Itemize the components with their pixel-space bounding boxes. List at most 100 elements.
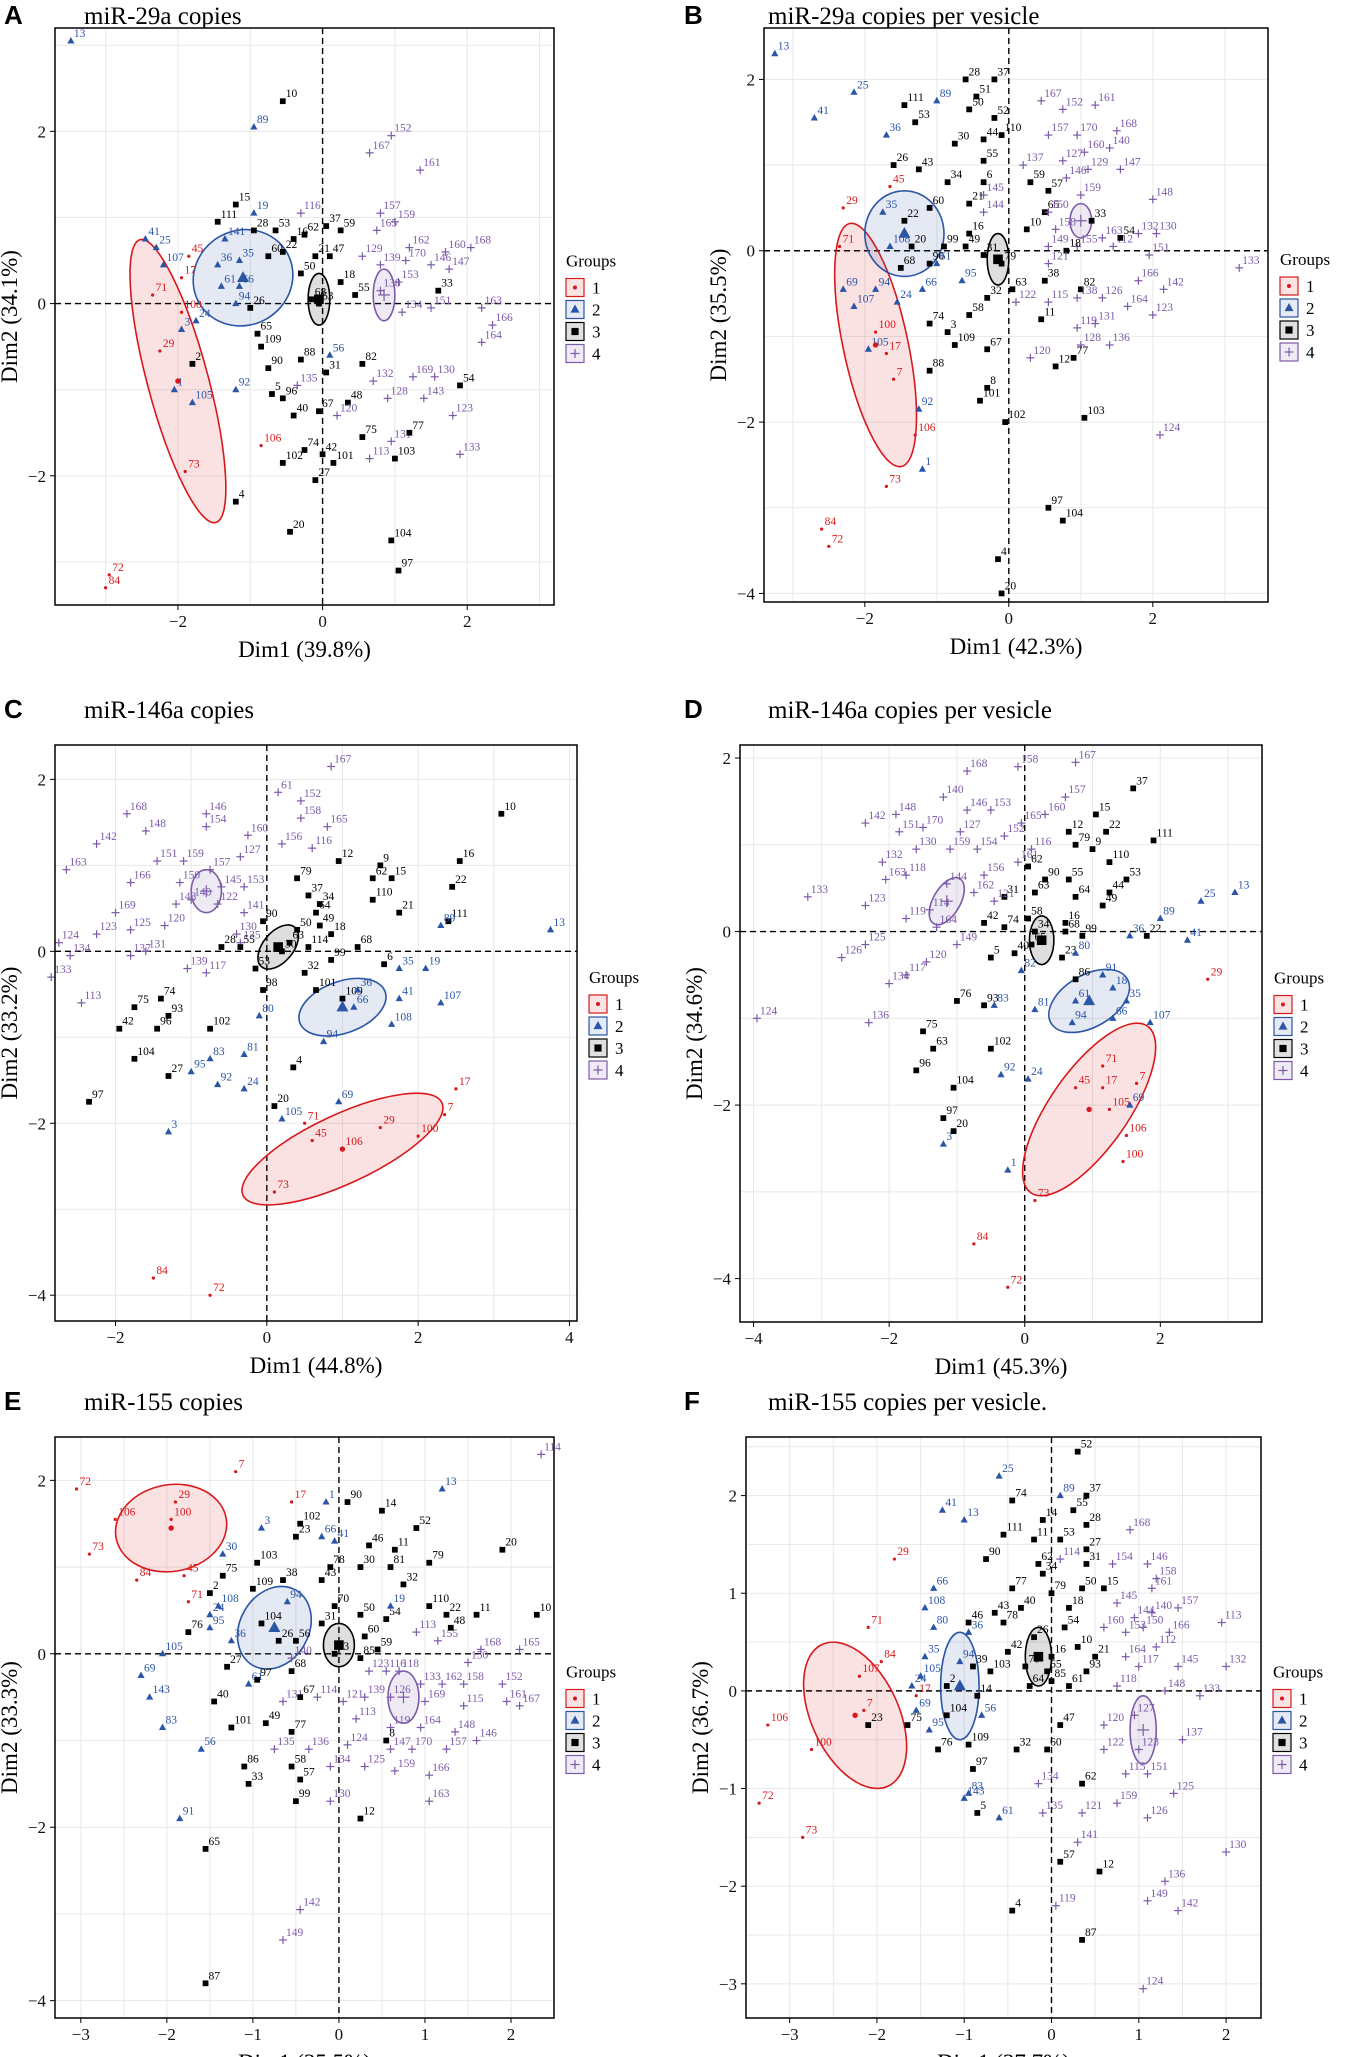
point-group3 xyxy=(275,1637,282,1644)
point-group2 xyxy=(318,1532,326,1540)
point-group3 xyxy=(313,909,319,916)
point-label: 150 xyxy=(471,1649,489,1661)
point-group4 xyxy=(570,349,580,358)
point-label: 18 xyxy=(334,921,346,933)
point-label: 54 xyxy=(1123,225,1135,237)
point-group4 xyxy=(1126,1525,1135,1534)
point-label: 26 xyxy=(897,152,909,164)
point-group3 xyxy=(993,254,1003,265)
point-group2 xyxy=(214,1602,223,1609)
point-label: 136 xyxy=(872,1010,890,1022)
point-group3 xyxy=(571,327,579,336)
point-group4 xyxy=(376,209,385,218)
point-label: 34 xyxy=(323,891,335,903)
point-group4 xyxy=(891,810,900,819)
point-group3 xyxy=(457,382,463,389)
point-label: 3 xyxy=(946,1131,952,1143)
point-group3 xyxy=(1045,187,1052,194)
point-label: 144 xyxy=(1137,1605,1155,1617)
point-group3 xyxy=(279,395,286,402)
point-group1 xyxy=(378,1125,382,1130)
point-label: 161 xyxy=(423,157,441,169)
point-group3 xyxy=(334,1640,344,1650)
point-group2 xyxy=(176,1814,184,1822)
point-group4 xyxy=(963,806,972,815)
point-group4 xyxy=(1121,1628,1130,1637)
point-group3 xyxy=(331,1603,338,1609)
point-group4 xyxy=(1139,1984,1148,1993)
point-label: 36 xyxy=(361,977,373,989)
point-group1 xyxy=(841,206,845,210)
point-group2 xyxy=(146,1693,154,1700)
point-group3 xyxy=(1059,954,1065,961)
point-label: 13 xyxy=(1238,880,1250,892)
point-group4 xyxy=(1123,302,1132,311)
point-label: 133 xyxy=(1203,1683,1221,1695)
point-group3 xyxy=(1150,837,1157,844)
y-axis-label: Dim2 (33.2%) xyxy=(0,967,22,1100)
legend-label: 3 xyxy=(1306,321,1315,340)
point-group4 xyxy=(1044,298,1053,307)
point-label: 24 xyxy=(247,1076,259,1088)
point-group4 xyxy=(1027,845,1036,854)
x-tick-label: 2 xyxy=(1222,2025,1231,2044)
point-group3 xyxy=(254,330,261,337)
legend-title: Groups xyxy=(1274,969,1324,988)
point-group3 xyxy=(890,162,897,168)
point-label: 2 xyxy=(950,1673,956,1685)
point-label: 10 xyxy=(504,801,516,813)
point-group4 xyxy=(1013,858,1022,867)
point-label: 116 xyxy=(304,200,321,212)
point-group2 xyxy=(956,1657,964,1665)
point-label: 130 xyxy=(240,921,258,933)
point-group1 xyxy=(310,1138,314,1143)
y-tick-label: −4 xyxy=(28,1992,47,2011)
point-label: 97 xyxy=(1051,495,1063,507)
point-group4 xyxy=(1134,276,1143,285)
point-label: 166 xyxy=(496,312,514,324)
point-group3 xyxy=(344,1499,351,1505)
point-group4 xyxy=(92,930,101,939)
point-group4 xyxy=(885,979,894,988)
x-tick-label: −1 xyxy=(244,2025,262,2044)
point-group2 xyxy=(990,1001,998,1008)
point-group3 xyxy=(387,1564,394,1570)
point-label: 35 xyxy=(928,1644,940,1656)
point-group3 xyxy=(981,919,987,926)
point-group4 xyxy=(47,973,56,982)
point-group3 xyxy=(913,1067,920,1074)
point-group3 xyxy=(966,106,973,113)
point-label: 97 xyxy=(402,558,414,570)
point-label: 94 xyxy=(963,1649,975,1661)
point-group2 xyxy=(250,209,258,216)
point-group4 xyxy=(1026,353,1035,362)
point-label: 154 xyxy=(1116,1551,1134,1563)
point-label: 149 xyxy=(1151,1888,1169,1900)
point-group2 xyxy=(1068,1018,1076,1026)
point-group3 xyxy=(273,942,283,952)
point-label: 130 xyxy=(1159,221,1177,233)
plot-area xyxy=(740,745,1262,1322)
point-group4 xyxy=(881,875,890,884)
point-group2 xyxy=(240,1084,248,1092)
point-group4 xyxy=(1108,1559,1117,1568)
point-label: 86 xyxy=(247,1754,259,1766)
point-group3 xyxy=(391,1546,398,1553)
point-group4 xyxy=(1099,1745,1108,1754)
point-group3 xyxy=(286,939,293,946)
point-group2 xyxy=(158,1649,167,1657)
point-label: 41 xyxy=(817,105,829,117)
point-label: 50 xyxy=(363,1602,375,1614)
point-label: 2 xyxy=(195,351,201,363)
point-label: 142 xyxy=(1167,276,1185,288)
point-group4 xyxy=(1062,173,1071,182)
point-group1 xyxy=(819,527,824,531)
legend-title: Groups xyxy=(566,252,616,271)
point-group4 xyxy=(408,1745,417,1754)
point-group3 xyxy=(301,447,308,453)
point-label: 65 xyxy=(1048,199,1060,211)
point-label: 167 xyxy=(334,753,352,765)
point-group4 xyxy=(963,767,972,776)
point-label: 93 xyxy=(1089,1658,1101,1670)
point-group4 xyxy=(430,372,439,381)
